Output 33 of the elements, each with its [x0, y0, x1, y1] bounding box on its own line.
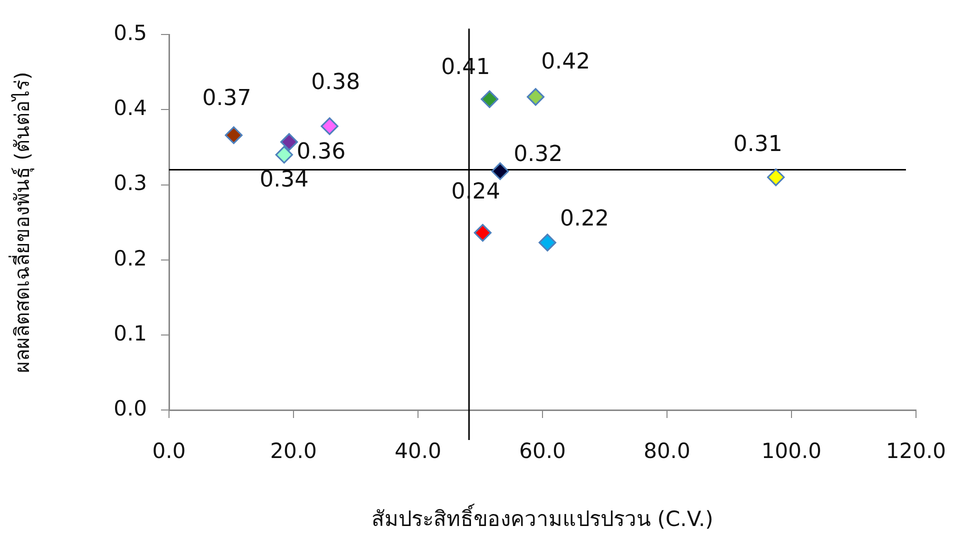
- y-tick-label: 0.2: [114, 246, 147, 270]
- data-label: 0.36: [296, 140, 346, 165]
- data-label: 0.42: [541, 50, 590, 75]
- x-tick-label: 60.0: [519, 439, 566, 464]
- point: [491, 162, 509, 180]
- data-label: 0.38: [311, 70, 360, 95]
- point: [767, 168, 785, 186]
- point: [526, 88, 544, 106]
- data-label: 0.32: [514, 142, 563, 167]
- data-label: 0.34: [260, 167, 309, 192]
- x-tick-label: 80.0: [644, 439, 690, 464]
- y-tick-label: 0.4: [114, 96, 147, 120]
- y-tick-label: 0.5: [114, 21, 147, 46]
- x-tick-label: 20.0: [270, 439, 317, 464]
- data-label: 0.37: [202, 86, 252, 111]
- x-tick-label: 120.0: [886, 439, 946, 464]
- point: [275, 146, 293, 164]
- data-label: 0.31: [733, 132, 782, 157]
- x-tick-label: 100.0: [761, 439, 822, 464]
- data-label: 0.22: [560, 206, 609, 232]
- y-tick-label: 0.0: [114, 396, 147, 420]
- y-tick-label: 0.1: [114, 321, 147, 346]
- x-tick-label: 0.0: [152, 439, 186, 464]
- point: [224, 126, 242, 144]
- y-tick-label: 0.3: [114, 171, 147, 196]
- point: [538, 234, 556, 252]
- point: [474, 224, 492, 242]
- x-axis-title: สัมประสิทธิ์ของความแปรปรวน (C.V.): [372, 502, 714, 531]
- point: [480, 90, 498, 108]
- y-axis-title: ผลผลิตสดเฉลี่ยของพันธุ์ (ตันต่อไร่): [8, 72, 36, 373]
- x-tick-label: 40.0: [394, 439, 442, 464]
- point: [280, 133, 298, 151]
- point: [320, 117, 338, 135]
